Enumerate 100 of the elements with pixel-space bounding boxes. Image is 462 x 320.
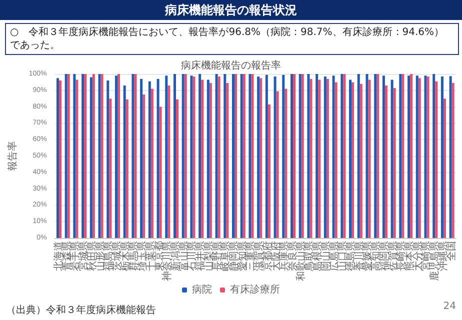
bar	[248, 74, 252, 238]
bar	[73, 74, 76, 238]
bar	[393, 88, 396, 238]
bar	[418, 78, 421, 238]
bar	[84, 74, 87, 238]
bar	[310, 78, 312, 238]
bar	[318, 80, 321, 238]
text: 24	[443, 301, 456, 312]
bar	[109, 98, 112, 238]
bar	[165, 76, 168, 238]
bar	[265, 74, 268, 238]
bar	[268, 104, 270, 238]
bar	[123, 85, 126, 238]
bar	[126, 99, 128, 238]
x-tick-label: 和歌山県	[294, 241, 307, 281]
bar	[176, 99, 179, 238]
bar	[234, 74, 238, 238]
bar	[402, 74, 404, 238]
bar	[374, 74, 377, 238]
bar	[416, 76, 418, 238]
bar	[316, 74, 318, 238]
bar	[443, 98, 446, 238]
bar	[140, 78, 143, 238]
bar	[432, 74, 436, 238]
bar	[76, 80, 78, 238]
bar	[449, 76, 452, 238]
bar	[360, 84, 362, 238]
bar	[343, 74, 346, 238]
bar	[352, 82, 354, 238]
bar	[426, 76, 430, 238]
bar	[408, 76, 410, 238]
bar	[173, 74, 176, 238]
bar	[224, 74, 226, 238]
legend-label: 病院	[192, 284, 212, 296]
bar	[201, 80, 204, 238]
bar	[184, 74, 187, 238]
bar	[159, 106, 162, 238]
bar	[56, 78, 59, 238]
bar	[382, 76, 385, 238]
bar	[168, 85, 170, 238]
bar	[410, 74, 413, 238]
bar	[251, 74, 254, 238]
bar	[134, 74, 137, 238]
chart-subtitle: 病床機能報告の報告状況	[0, 0, 462, 20]
bar	[384, 85, 388, 238]
bar	[106, 80, 110, 238]
bar	[357, 74, 360, 238]
bar	[307, 74, 310, 238]
bar	[332, 76, 335, 238]
x-tick-label: 青森県	[60, 241, 73, 271]
bar	[349, 80, 352, 238]
bar	[156, 78, 160, 238]
bar	[274, 76, 276, 238]
bar	[198, 74, 202, 238]
bar	[142, 94, 146, 238]
bar	[326, 78, 329, 238]
bar	[260, 78, 262, 238]
bar	[334, 82, 338, 238]
bar	[376, 74, 380, 238]
x-tick-label: 山梨県	[202, 241, 215, 271]
bar	[232, 74, 235, 238]
legend-label: 有床診療所	[230, 284, 280, 296]
bar	[114, 76, 118, 238]
text: （出典）令和３年度病床機能報告	[6, 304, 156, 317]
bar	[92, 74, 95, 238]
bar	[240, 74, 243, 238]
bar	[226, 83, 229, 238]
bar	[298, 74, 302, 238]
bar	[368, 80, 371, 238]
bar	[242, 74, 246, 238]
bar	[440, 76, 444, 238]
chart-title: 病床機能報告の報告率	[181, 60, 281, 72]
bar	[190, 76, 193, 238]
y-axis-title: 報告率	[6, 141, 18, 171]
bar	[58, 80, 62, 238]
bar	[452, 82, 454, 238]
bar	[150, 88, 154, 238]
bar	[301, 74, 304, 238]
bar	[366, 74, 368, 238]
x-tick-label: 愛知県	[236, 241, 248, 271]
bar	[64, 74, 68, 238]
x-tick-label: 大分県	[412, 241, 424, 271]
bar	[424, 76, 427, 238]
bar	[98, 74, 101, 238]
bar	[340, 74, 344, 238]
x-tick-label: 全国	[445, 241, 458, 261]
bar	[82, 74, 84, 238]
bar	[282, 74, 285, 238]
bar	[293, 74, 296, 238]
x-tick-label: 長野県	[212, 241, 224, 271]
bar	[276, 91, 279, 238]
bar	[67, 74, 70, 238]
x-tick-label: 茨城県	[110, 241, 123, 271]
bar	[290, 74, 294, 238]
bar	[215, 74, 218, 238]
bar	[390, 80, 394, 238]
text: ○ 令和３年度病床機能報告において、報告率が96.8%（病院：98.7%、有床診療所：94.6%）であった。	[5, 23, 459, 55]
bar	[209, 83, 212, 238]
bar	[182, 74, 184, 238]
bar	[100, 74, 104, 238]
